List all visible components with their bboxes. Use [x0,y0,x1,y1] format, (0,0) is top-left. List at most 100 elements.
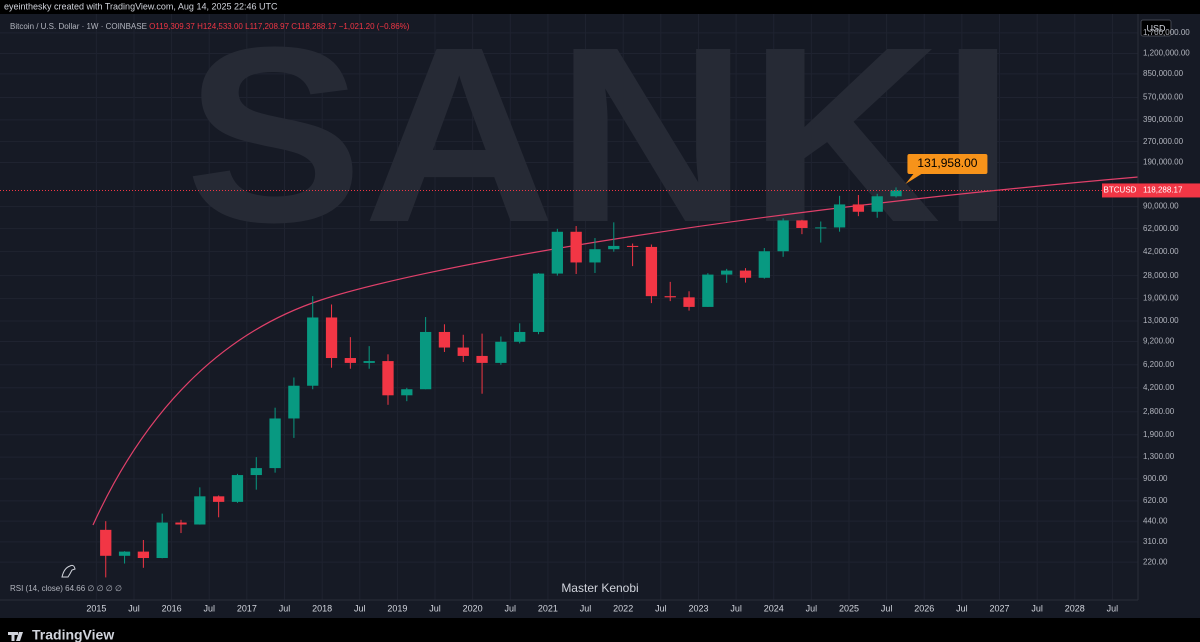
y-tick-label: 42,000.00 [1143,247,1179,256]
y-tick-label: 19,000.00 [1143,294,1179,303]
author: Master Kenobi [561,581,638,595]
target-pointer [905,173,922,184]
ohlc-change: −1,021.20 (−0.86%) [339,22,410,31]
candle-body [175,522,187,525]
x-tick-label: Jul [505,603,517,613]
x-tick-label: 2023 [688,603,708,613]
brand: TradingView [32,627,114,642]
currency[interactable]: USD [1146,23,1166,33]
x-tick-label: Jul [580,603,592,613]
candle-body [344,358,357,363]
x-tick-label: 2024 [764,603,784,613]
y-tick-label: 190,000.00 [1143,158,1184,167]
indicator-name: RSI (14, close) [10,584,63,593]
ohlc-high: H124,533.00 [197,22,243,31]
x-tick-label: Jul [279,603,291,613]
x-tick-label: 2019 [387,603,407,613]
x-tick-label: 2018 [312,603,332,613]
logo-dino [61,564,76,578]
x-tick-label: Jul [956,603,968,613]
price-tag-name: BTCUSD [1104,186,1137,195]
y-tick-label: 1,900.00 [1143,430,1175,439]
indicator: RSI (14, close) 64.66 ∅ ∅ ∅ ∅ [10,584,122,593]
candle-body [833,204,846,228]
candle-body [495,341,507,363]
candle-body [739,270,752,278]
y-tick-label: 4,200.00 [1143,383,1175,392]
credit: eyeinthesky created with TradingView.com… [4,1,278,11]
price-tag-box [1138,183,1200,198]
candle-body [815,227,827,229]
candle-body [250,468,262,476]
candle-body [137,551,150,559]
target-box [907,153,988,174]
x-tick-label: Jul [806,603,818,613]
x-tick-label: Jul [203,603,215,613]
candle-body [796,220,808,228]
candle-body [890,190,902,197]
x-tick-label: 2017 [237,603,257,613]
watermark: SANKI [185,0,1015,274]
y-tick-label: 390,000.00 [1143,115,1184,124]
ohlc-open: O119,309.37 [149,22,195,31]
y-tick-label: 6,200.00 [1143,360,1175,369]
candle-body [457,347,469,356]
x-tick-label: Jul [354,603,366,613]
candle-body [419,331,432,390]
x-tick-label: 2027 [989,603,1009,613]
y-tick-label: 13,000.00 [1143,316,1179,325]
candle-body [608,245,620,250]
candle-body [852,204,865,212]
candle-body [871,196,883,212]
candle-body [288,385,300,419]
candle-body [401,389,413,396]
x-tick-label: 2022 [613,603,633,613]
y-tick-label: 570,000.00 [1143,93,1184,102]
y-tick-label: 62,000.00 [1143,224,1179,233]
indicator-value: 64.66 ∅ ∅ ∅ ∅ [65,584,122,593]
candle-body [721,270,733,275]
y-tick-label: 1,300.00 [1143,452,1175,461]
candle-body [589,249,601,263]
grid [0,14,1138,600]
candle-body [212,496,225,502]
y-tick-label: 900.00 [1143,474,1168,483]
symbol-name: Bitcoin / U.S. Dollar · 1W · COINBASE [10,22,147,31]
y-tick-label: 620.00 [1143,496,1168,505]
x-tick-label: 2016 [162,603,182,613]
candle-body [325,317,338,359]
candle-body [476,355,488,363]
candle-body [194,496,206,525]
x-tick-label: 2025 [839,603,859,613]
x-tick-label: Jul [429,603,441,613]
candle-body [269,418,281,469]
x-tick-label: 2021 [538,603,558,613]
x-tick-label: Jul [730,603,742,613]
x-tick-label: Jul [881,603,893,613]
x-tick-label: Jul [655,603,667,613]
y-tick-label: 440.00 [1143,516,1168,525]
y-tick-label: 2,800.00 [1143,407,1175,416]
ohlc-low: L117,208.97 [245,22,289,31]
target-label: 131,958.00 [917,156,977,170]
currency-box[interactable] [1140,19,1172,37]
y-tick-label: 310.00 [1143,537,1168,546]
trend-curve [92,176,1139,526]
candle-body [645,246,658,297]
y-tick-label: 28,000.00 [1143,271,1179,280]
candle-body [382,361,394,396]
candle-body [551,231,563,274]
brand-logo [8,632,23,641]
candle-body [664,296,676,298]
x-tick-label: Jul [128,603,140,613]
candle-body [758,251,770,278]
x-tick-label: Jul [1107,603,1119,613]
y-tick-label: 270,000.00 [1143,137,1184,146]
candle-body [626,245,639,247]
price-tag: 118,288.17 [1143,186,1183,195]
x-tick-label: 2020 [463,603,483,613]
candle-body [156,522,168,559]
candle-body [118,551,131,556]
